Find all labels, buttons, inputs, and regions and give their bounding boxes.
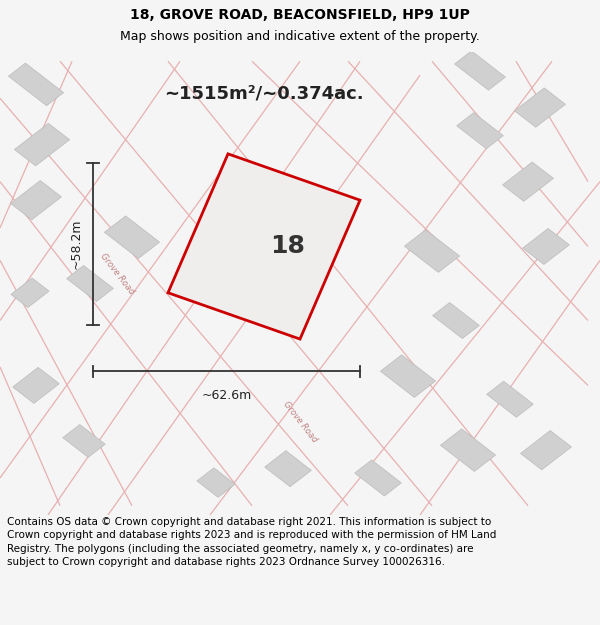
Polygon shape	[457, 112, 503, 149]
Text: 18: 18	[271, 234, 305, 259]
Text: Grove Road: Grove Road	[98, 252, 136, 296]
Polygon shape	[11, 278, 49, 308]
Polygon shape	[487, 381, 533, 418]
Text: ~1515m²/~0.374ac.: ~1515m²/~0.374ac.	[164, 84, 364, 102]
Polygon shape	[433, 302, 479, 339]
Text: Contains OS data © Crown copyright and database right 2021. This information is : Contains OS data © Crown copyright and d…	[7, 518, 497, 567]
Text: ~62.6m: ~62.6m	[202, 389, 251, 402]
Polygon shape	[355, 460, 401, 496]
Text: Grove Road: Grove Road	[281, 400, 319, 444]
Polygon shape	[380, 355, 436, 398]
Polygon shape	[67, 266, 113, 301]
Text: Map shows position and indicative extent of the property.: Map shows position and indicative extent…	[120, 30, 480, 43]
Text: ~58.2m: ~58.2m	[69, 219, 82, 269]
Polygon shape	[521, 431, 571, 470]
Polygon shape	[197, 468, 235, 498]
Polygon shape	[8, 63, 64, 106]
Polygon shape	[515, 88, 565, 127]
Polygon shape	[104, 216, 160, 259]
Polygon shape	[168, 154, 360, 339]
Polygon shape	[455, 51, 505, 90]
Polygon shape	[63, 424, 105, 458]
Polygon shape	[440, 429, 496, 471]
Polygon shape	[503, 162, 553, 201]
Polygon shape	[14, 123, 70, 166]
Polygon shape	[265, 451, 311, 487]
Polygon shape	[523, 229, 569, 264]
Polygon shape	[13, 368, 59, 403]
Text: 18, GROVE ROAD, BEACONSFIELD, HP9 1UP: 18, GROVE ROAD, BEACONSFIELD, HP9 1UP	[130, 8, 470, 22]
Polygon shape	[11, 181, 61, 220]
Polygon shape	[404, 230, 460, 272]
